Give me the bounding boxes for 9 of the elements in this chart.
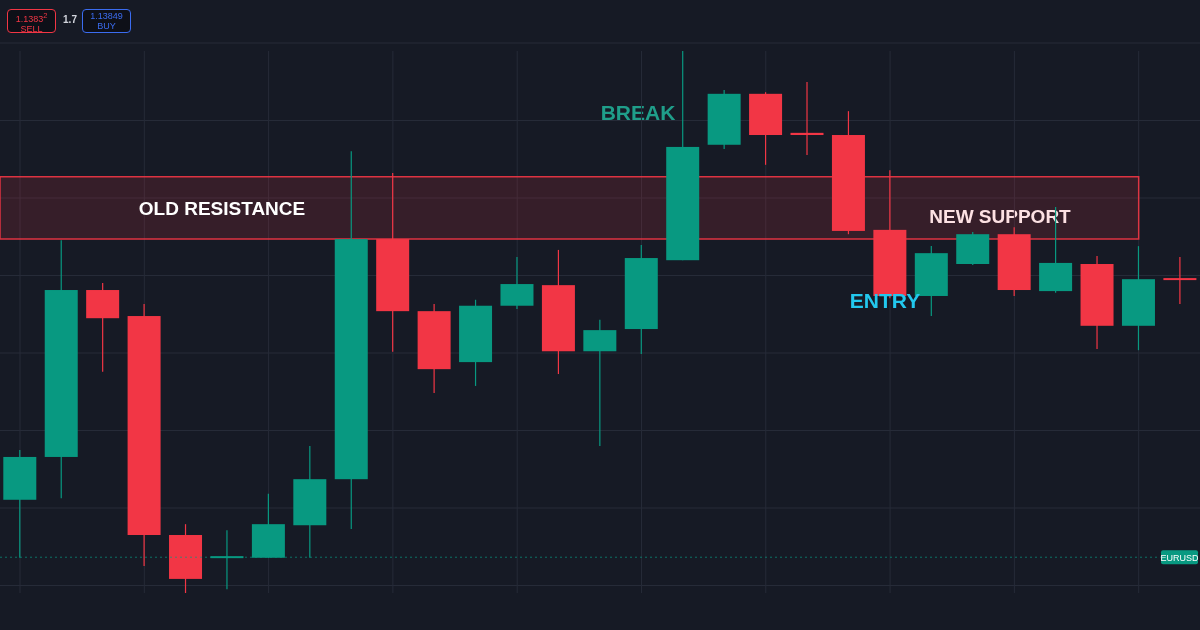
annotation: BREAK [599, 100, 677, 126]
candlestick [1163, 256, 1197, 305]
sell-price-box: 1.1383$^{2}$ SELL [7, 9, 56, 33]
buy-price-box: 1.13849 BUY [82, 9, 131, 33]
annotation: ENTRY [848, 288, 922, 314]
candlestick [790, 81, 824, 156]
ref-line-label: EURUSD [1160, 553, 1199, 564]
band-label: OLD RESISTANCE [138, 197, 306, 219]
text: 1.7 [63, 14, 77, 25]
